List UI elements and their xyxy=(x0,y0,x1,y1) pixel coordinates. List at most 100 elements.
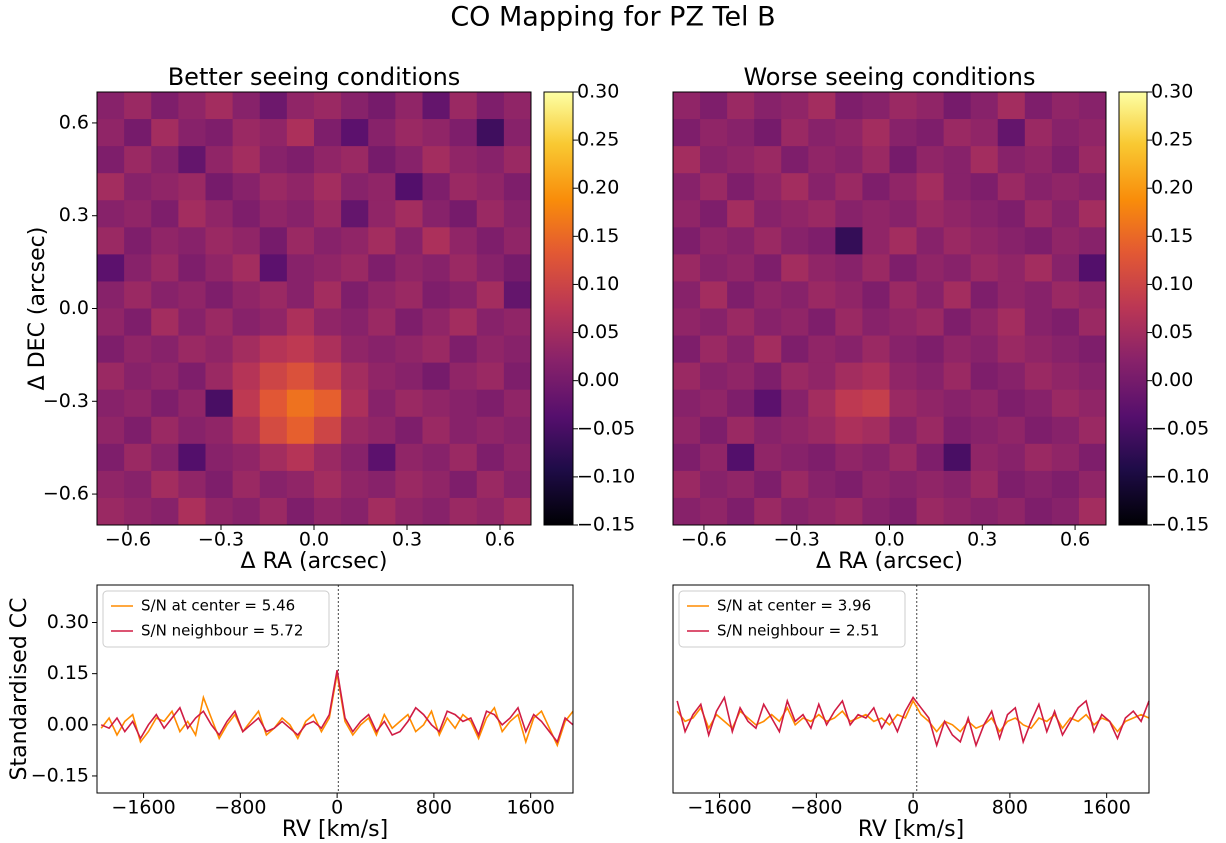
heatmap-cell xyxy=(754,92,782,120)
heatmap-cell xyxy=(862,362,890,391)
heatmap-cell xyxy=(503,173,532,201)
colorbar-tick-label: −0.10 xyxy=(1151,465,1209,487)
heatmap-cell xyxy=(727,443,755,472)
heatmap-cell xyxy=(835,173,863,201)
heatmap-cell xyxy=(97,497,125,526)
heatmap-cell xyxy=(395,362,423,391)
heatmap-cell xyxy=(673,173,701,201)
heatmap-cell xyxy=(286,119,315,147)
heatmap-cell xyxy=(232,254,261,282)
heatmap-cell xyxy=(449,443,478,472)
heatmap-cell xyxy=(232,119,261,147)
heatmap-cell xyxy=(97,200,125,228)
heatmap-cell xyxy=(151,200,179,228)
heatmap-cell xyxy=(1078,362,1107,391)
heatmap-cell xyxy=(673,200,701,228)
heatmap-cell xyxy=(997,119,1026,147)
heatmap-cell xyxy=(1078,200,1107,228)
heatmap-cell xyxy=(970,119,999,147)
heatmap-cell xyxy=(368,308,396,337)
heatmap-cell xyxy=(124,389,152,418)
heatmap-cell xyxy=(970,470,999,499)
heatmap-cell xyxy=(1051,335,1080,364)
heatmap-cell xyxy=(205,173,234,201)
heatmap-cell xyxy=(286,254,315,282)
heatmap-cell xyxy=(205,227,234,255)
heatmap-cell xyxy=(727,389,755,418)
heatmap-cell xyxy=(673,281,701,309)
heatmap-cell xyxy=(232,146,261,174)
heatmap-cell xyxy=(1051,470,1080,499)
heatmap-cell xyxy=(727,470,755,499)
heatmap-cell xyxy=(997,92,1026,120)
heatmap-cell xyxy=(808,389,836,418)
heatmap-cell xyxy=(862,308,890,337)
heatmap-cell xyxy=(151,497,179,526)
heatmap-cell xyxy=(476,470,505,499)
heatmap-cell xyxy=(286,416,315,445)
heatmap-cell xyxy=(1051,92,1080,120)
heatmap-cell xyxy=(449,389,478,418)
heatmap-cell xyxy=(232,281,261,309)
heatmap-cell xyxy=(151,443,179,472)
heatmap-cell xyxy=(943,389,972,418)
heatmap-cell xyxy=(314,497,342,526)
heatmap-cell xyxy=(124,362,152,391)
heatmap-cell xyxy=(286,389,315,418)
heatmap-cell xyxy=(808,362,836,391)
heatmap-cell xyxy=(916,416,945,445)
heatmap-cell xyxy=(754,389,782,418)
heatmap-cell xyxy=(232,389,261,418)
heatmap-cell xyxy=(314,146,342,174)
heatmap-cell xyxy=(1051,173,1080,201)
heatmap-cell xyxy=(124,119,152,147)
heatmap-cell xyxy=(422,443,451,472)
heatmap-cell xyxy=(178,119,206,147)
heatmap-cell xyxy=(673,362,701,391)
heatmap-cell xyxy=(943,416,972,445)
x-tick-label: 0.3 xyxy=(967,529,997,551)
heatmap-cell xyxy=(503,389,532,418)
heatmap-cell xyxy=(727,362,755,391)
heatmap-cell xyxy=(205,362,234,391)
heatmap-cell xyxy=(449,416,478,445)
heatmap-cell xyxy=(314,119,342,147)
heatmap-cell xyxy=(232,443,261,472)
heatmap-cell xyxy=(727,119,755,147)
heatmap-cell xyxy=(835,335,863,364)
heatmap-cell xyxy=(970,227,999,255)
colorbar-tick-label: 0.10 xyxy=(577,273,619,295)
heatmap-cell xyxy=(395,254,423,282)
x-tick-label: 800 xyxy=(416,797,452,819)
heatmap-cell xyxy=(754,362,782,391)
heatmap-cell xyxy=(97,443,125,472)
heatmap-cell xyxy=(503,470,532,499)
heatmap-cell xyxy=(916,281,945,309)
heatmap-cell xyxy=(449,200,478,228)
heatmap-cell xyxy=(1024,92,1053,120)
heatmap-cell xyxy=(124,227,152,255)
heatmap-cell xyxy=(395,497,423,526)
heatmap-cell xyxy=(395,173,423,201)
heatmap-cell xyxy=(259,173,288,201)
heatmap-cell xyxy=(422,335,451,364)
heatmap-cell xyxy=(1078,173,1107,201)
heatmap-cell xyxy=(341,281,369,309)
heatmap-cell xyxy=(205,335,234,364)
heatmap-cell xyxy=(503,200,532,228)
y-tick-label: −0.6 xyxy=(43,483,89,505)
heatmap-cell xyxy=(368,227,396,255)
heatmap-cell xyxy=(341,443,369,472)
heatmap-cell xyxy=(124,335,152,364)
heatmap-cell xyxy=(1051,416,1080,445)
plot-frame xyxy=(96,584,574,794)
heatmap-cell xyxy=(124,92,152,120)
heatmap-cell xyxy=(673,227,701,255)
heatmap-cell xyxy=(970,200,999,228)
heatmap-cell xyxy=(97,254,125,282)
y-tick-label: 0.00 xyxy=(47,713,89,735)
heatmap-cell xyxy=(997,281,1026,309)
heatmap-cell xyxy=(368,254,396,282)
heatmap-cell xyxy=(124,281,152,309)
series-line xyxy=(100,670,574,744)
